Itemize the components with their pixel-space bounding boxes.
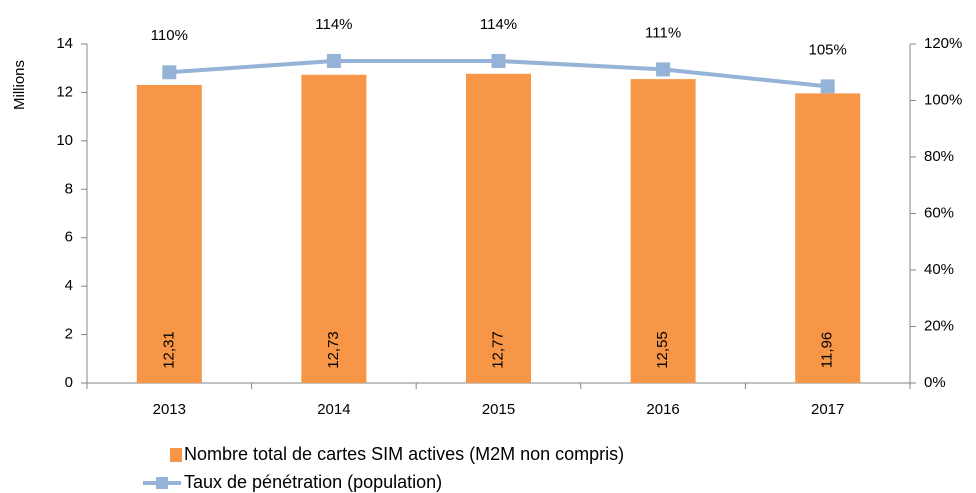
- line-marker: [820, 79, 835, 94]
- y-tick-label: 0: [65, 374, 73, 391]
- bar-value-label: 12,73: [325, 331, 342, 369]
- line-marker: [491, 53, 506, 68]
- y-tick-label: 10: [56, 132, 73, 149]
- y2-tick-label: 120%: [924, 35, 962, 52]
- y2-tick-label: 80%: [924, 148, 954, 165]
- y2-tick-label: 100%: [924, 91, 962, 108]
- bar-value-label: 12,55: [654, 331, 671, 369]
- y2-tick-label: 0%: [924, 374, 946, 391]
- line-value-label: 110%: [151, 27, 188, 44]
- y2-tick-label: 60%: [924, 204, 954, 221]
- legend-swatch: [170, 448, 182, 462]
- bar-value-label: 12,31: [160, 331, 177, 369]
- y2-tick-label: 40%: [924, 261, 954, 278]
- x-tick-label: 2016: [646, 401, 679, 418]
- legend-label: Taux de pénétration (population): [184, 472, 442, 492]
- bar: [795, 93, 861, 383]
- bar-value-label: 12,77: [489, 331, 506, 369]
- x-tick-label: 2014: [317, 401, 350, 418]
- y-axis-label: Millions: [11, 60, 28, 110]
- line-marker: [656, 62, 671, 77]
- y-tick-label: 8: [65, 180, 73, 197]
- y-tick-label: 14: [56, 35, 73, 52]
- line-value-label: 114%: [315, 16, 352, 33]
- bar: [630, 79, 696, 383]
- y-tick-label: 4: [65, 277, 73, 294]
- line-marker: [326, 53, 341, 68]
- x-tick-label: 2013: [153, 401, 186, 418]
- bar: [466, 73, 531, 383]
- y-tick-label: 6: [65, 229, 73, 246]
- legend-label: Nombre total de cartes SIM actives (M2M …: [184, 444, 624, 464]
- line-value-label: 111%: [645, 24, 681, 41]
- y-tick-label: 2: [65, 326, 73, 343]
- bar: [301, 74, 367, 384]
- line-value-label: 114%: [480, 16, 517, 33]
- y2-tick-label: 20%: [924, 317, 954, 334]
- bar: [136, 84, 202, 383]
- line-marker: [162, 65, 177, 80]
- bar-value-label: 11,96: [819, 332, 836, 368]
- legend-swatch: [156, 477, 168, 489]
- x-tick-label: 2017: [811, 401, 844, 418]
- x-tick-label: 2015: [482, 401, 515, 418]
- line-value-label: 105%: [809, 41, 847, 58]
- y-tick-label: 12: [56, 83, 73, 100]
